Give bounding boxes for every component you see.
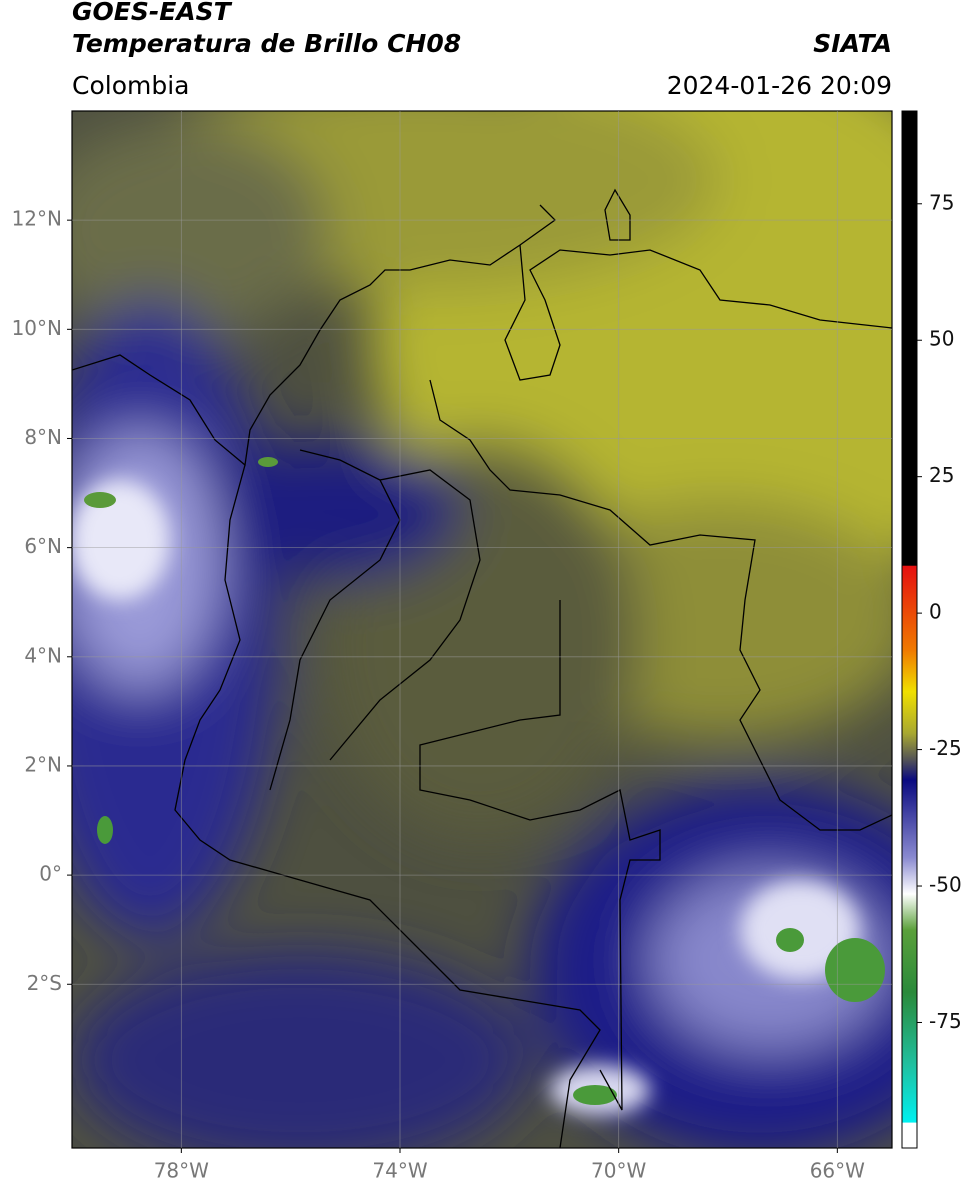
title: GOES-EAST	[72, 0, 233, 26]
title: Temperatura de Brillo CH08	[72, 29, 461, 58]
colorbar-tick-label: -25	[929, 736, 962, 760]
colorbar-tick-label: -50	[929, 873, 962, 897]
lat-tick-label: 0°	[39, 862, 62, 886]
lat-tick-label: 6°N	[24, 534, 62, 558]
lat-tick-label: 2°S	[27, 971, 62, 995]
lat-tick-label: 4°N	[24, 643, 62, 667]
lat-tick-label: 8°N	[24, 425, 62, 449]
source: SIATA	[813, 29, 892, 58]
colorbar-tick-label: 25	[929, 463, 954, 487]
colorbar	[901, 110, 918, 1149]
lat-tick-label: 10°N	[12, 316, 62, 340]
map-frame	[71, 110, 893, 1149]
lat-tick-label: 12°N	[12, 207, 62, 231]
colorbar-tick-label: -75	[929, 1009, 962, 1033]
colorbar-tick-label: 75	[929, 190, 954, 214]
lon-tick-label: 78°W	[154, 1159, 209, 1183]
lon-tick-label: 66°W	[810, 1159, 865, 1183]
lat-tick-label: 2°N	[24, 752, 62, 776]
lon-tick-label: 74°W	[372, 1159, 427, 1183]
colorbar-tick-label: 0	[929, 600, 942, 624]
satellite-image	[72, 111, 892, 1148]
lon-tick-label: 70°W	[591, 1159, 646, 1183]
colorbar-tick-label: 50	[929, 327, 954, 351]
timestamp: 2024-01-26 20:09	[667, 71, 892, 100]
region: Colombia	[72, 71, 189, 100]
